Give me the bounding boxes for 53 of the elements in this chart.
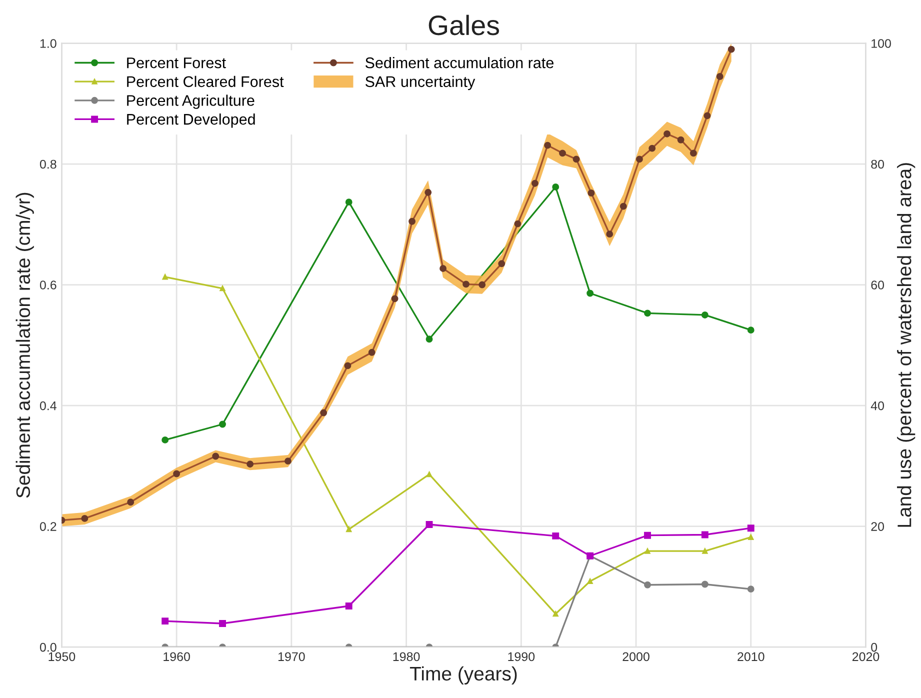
- legend-label: Percent Forest: [127, 58, 226, 68]
- y-tick-label: 0.8: [40, 160, 56, 169]
- point: [644, 532, 651, 539]
- y2-axis-title: Land use (percent of watershed land area): [897, 163, 916, 527]
- x-tick-label: 2020: [852, 652, 880, 662]
- x-tick-label: 1950: [48, 652, 76, 662]
- point: [552, 184, 560, 190]
- y2-tick-label: 40: [870, 401, 884, 410]
- point: [701, 312, 708, 318]
- y2-tick-label: 20: [871, 522, 884, 531]
- x-tick-label: 2000: [622, 652, 650, 662]
- point: [345, 602, 352, 610]
- point: [701, 580, 708, 588]
- point: [345, 198, 352, 206]
- point: [162, 618, 169, 625]
- point: [701, 531, 708, 538]
- y-tick-label: 0.4: [40, 401, 56, 410]
- point: [747, 524, 754, 532]
- y-tick-label: 0.2: [40, 522, 56, 531]
- y-tick-label: 0.0: [40, 642, 56, 652]
- point: [552, 532, 560, 540]
- y2-tick-label: 100: [872, 39, 891, 48]
- legend-label: Percent Developed: [127, 114, 255, 128]
- y-tick-label: 1.0: [40, 39, 56, 48]
- point: [747, 326, 754, 334]
- point: [586, 290, 594, 297]
- point: [748, 534, 754, 540]
- point: [644, 310, 651, 317]
- y-axis-title: Sediment accumulation rate (cm/yr): [16, 192, 34, 498]
- x-tick-label: 1980: [393, 652, 420, 662]
- point: [644, 581, 651, 588]
- x-axis-title: Time (years): [410, 666, 517, 684]
- x-tick-label: 1990: [508, 652, 535, 662]
- point: [426, 336, 433, 343]
- point: [426, 521, 433, 528]
- y2-tick-label: 80: [871, 160, 884, 169]
- x-tick-label: 2010: [738, 652, 764, 662]
- x-tick-label: 1970: [278, 652, 305, 662]
- point: [219, 620, 226, 627]
- legend-label: Sediment accumulation rate: [365, 57, 554, 68]
- legend-label: SAR uncertainty: [365, 76, 476, 90]
- y-tick-label: 0.6: [40, 280, 56, 290]
- y2-tick-label: 60: [871, 280, 884, 290]
- point: [219, 420, 226, 428]
- point: [644, 548, 650, 554]
- y2-tick-label: 0: [871, 642, 878, 652]
- legend-label: Percent Cleared Forest: [127, 76, 284, 88]
- legend-label: Percent Agriculture: [127, 94, 254, 109]
- chart-title: Gales: [428, 14, 500, 36]
- x-tick-label: 1960: [164, 652, 190, 662]
- point: [162, 436, 169, 444]
- point: [587, 578, 593, 584]
- point: [747, 586, 754, 593]
